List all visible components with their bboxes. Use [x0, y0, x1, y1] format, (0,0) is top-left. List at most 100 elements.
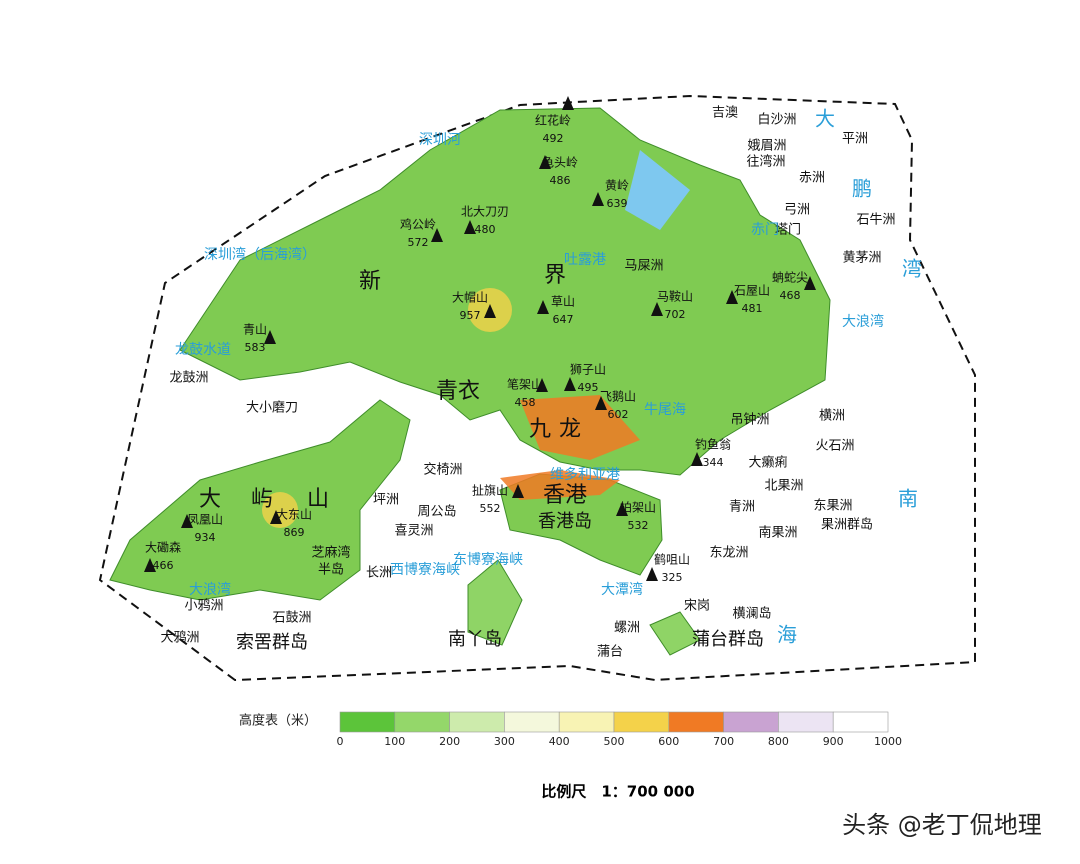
water-label: 维多利亚港	[550, 466, 620, 483]
peak-elevation: 344	[703, 456, 724, 469]
place-label: 龙鼓洲	[169, 371, 208, 386]
peak-elevation: 702	[665, 308, 686, 321]
highland	[262, 492, 298, 528]
peak-marker	[616, 502, 628, 516]
peak-marker	[726, 290, 738, 304]
water-label: 深圳湾（后海湾）	[204, 246, 316, 263]
place-label: 南果洲	[758, 525, 797, 541]
peak-name: 草山	[551, 295, 575, 309]
peak-elevation: 957	[460, 309, 481, 322]
peak-elevation: 583	[245, 341, 266, 354]
place-label: 北果洲	[764, 479, 803, 494]
peak-marker	[691, 452, 703, 466]
peak-name: 黄岭	[605, 179, 629, 193]
legend-swatch	[339, 711, 396, 733]
water-label: 东博寮海峡	[453, 551, 523, 568]
region-label: 界	[544, 263, 566, 288]
urban-kowloon	[520, 395, 640, 460]
place-label: 喜灵洲	[394, 524, 433, 539]
peak-elevation: 486	[550, 174, 571, 187]
legend-tick-label: 900	[823, 735, 844, 748]
water-label: 大	[815, 107, 835, 131]
region-label: 新	[359, 269, 381, 294]
legend-tick-label: 500	[604, 735, 625, 748]
region-label: 龙	[559, 417, 581, 442]
place-label: 大小磨刀	[246, 401, 298, 416]
region-label: 索罟群岛	[236, 632, 308, 653]
region-label: 香港岛	[538, 511, 592, 532]
peak-elevation: 481	[742, 302, 763, 315]
legend-swatch	[449, 711, 505, 733]
peak-elevation: 492	[543, 132, 564, 145]
legend-title: 高度表（米）	[239, 713, 317, 729]
region-label: 山	[307, 487, 329, 512]
legend-tick-label: 0	[337, 735, 344, 748]
legend-swatch	[558, 711, 615, 733]
water-label: 鹏	[852, 177, 872, 201]
place-label: 横洲	[819, 409, 845, 424]
peak-marker	[651, 302, 663, 316]
place-label: 小鸦洲	[184, 598, 223, 614]
peak-elevation: 325	[662, 571, 683, 584]
place-label: 往湾洲	[746, 154, 785, 170]
reservoir	[625, 150, 690, 230]
legend-tick-label: 600	[658, 735, 679, 748]
water-label: 西博寮海峡	[390, 561, 460, 578]
legend-swatch	[832, 711, 889, 733]
peak-marker	[181, 514, 193, 528]
peak-elevation: 602	[608, 408, 629, 421]
peak-elevation: 639	[607, 197, 628, 210]
scale: 比例尺 1：700 000	[541, 783, 694, 801]
region-label: 屿	[251, 487, 273, 512]
place-label: 交椅洲	[423, 462, 462, 478]
place-label: 横澜岛	[732, 606, 771, 622]
water-label: 赤门	[751, 222, 779, 238]
peak-marker	[592, 192, 604, 206]
peak-elevation: 647	[553, 313, 574, 326]
legend-swatch	[613, 711, 670, 733]
legend-swatch	[668, 711, 724, 733]
place-label: 塔门	[775, 223, 801, 238]
water-label: 大潭湾	[601, 581, 643, 598]
place-label: 平洲	[842, 132, 868, 147]
place-label: 坪洲	[373, 493, 399, 508]
peak-elevation: 934	[195, 531, 216, 544]
water-label: 大浪湾	[842, 313, 884, 330]
water-label: 南	[898, 487, 918, 511]
place-label: 大癞痢	[748, 455, 787, 471]
peak-elevation: 572	[408, 236, 429, 249]
water-label: 深圳河	[419, 132, 461, 148]
region-label: 青衣	[436, 379, 480, 404]
peak-name: 扯旗山	[472, 483, 508, 498]
peak-marker	[804, 276, 816, 290]
peak-marker	[264, 330, 276, 344]
region-label: 蒲台群岛	[692, 629, 764, 650]
peak-marker	[144, 558, 156, 572]
peak-elevation: 458	[515, 396, 536, 409]
place-label: 弓洲	[784, 203, 810, 218]
place-label: 石鼓洲	[272, 611, 311, 626]
peak-name: 龟头岭	[542, 156, 578, 170]
place-label: 娥眉洲	[747, 139, 786, 154]
legend-tick-label: 1000	[874, 735, 902, 748]
legend-tick-label: 800	[768, 735, 789, 748]
boundary	[98, 94, 976, 682]
lamma	[467, 559, 523, 646]
peak-name: 笔架山	[507, 377, 543, 392]
place-label: 螺洲	[614, 621, 640, 636]
peak-marker	[512, 484, 524, 498]
peak-name: 马鞍山	[657, 289, 693, 304]
place-label: 芝麻湾	[311, 545, 350, 561]
land	[109, 107, 831, 656]
peak-name: 柏架山	[620, 500, 656, 515]
peak-marker	[270, 510, 282, 524]
legend-swatch	[394, 711, 450, 733]
peak-marker	[484, 304, 496, 318]
peak-elevation: 552	[480, 502, 501, 515]
place-label: 白沙洲	[757, 112, 796, 128]
peak-marker	[537, 300, 549, 314]
place-label: 火石洲	[815, 439, 854, 454]
peak-name: 大东山	[276, 508, 312, 522]
peak-marker	[539, 155, 551, 169]
